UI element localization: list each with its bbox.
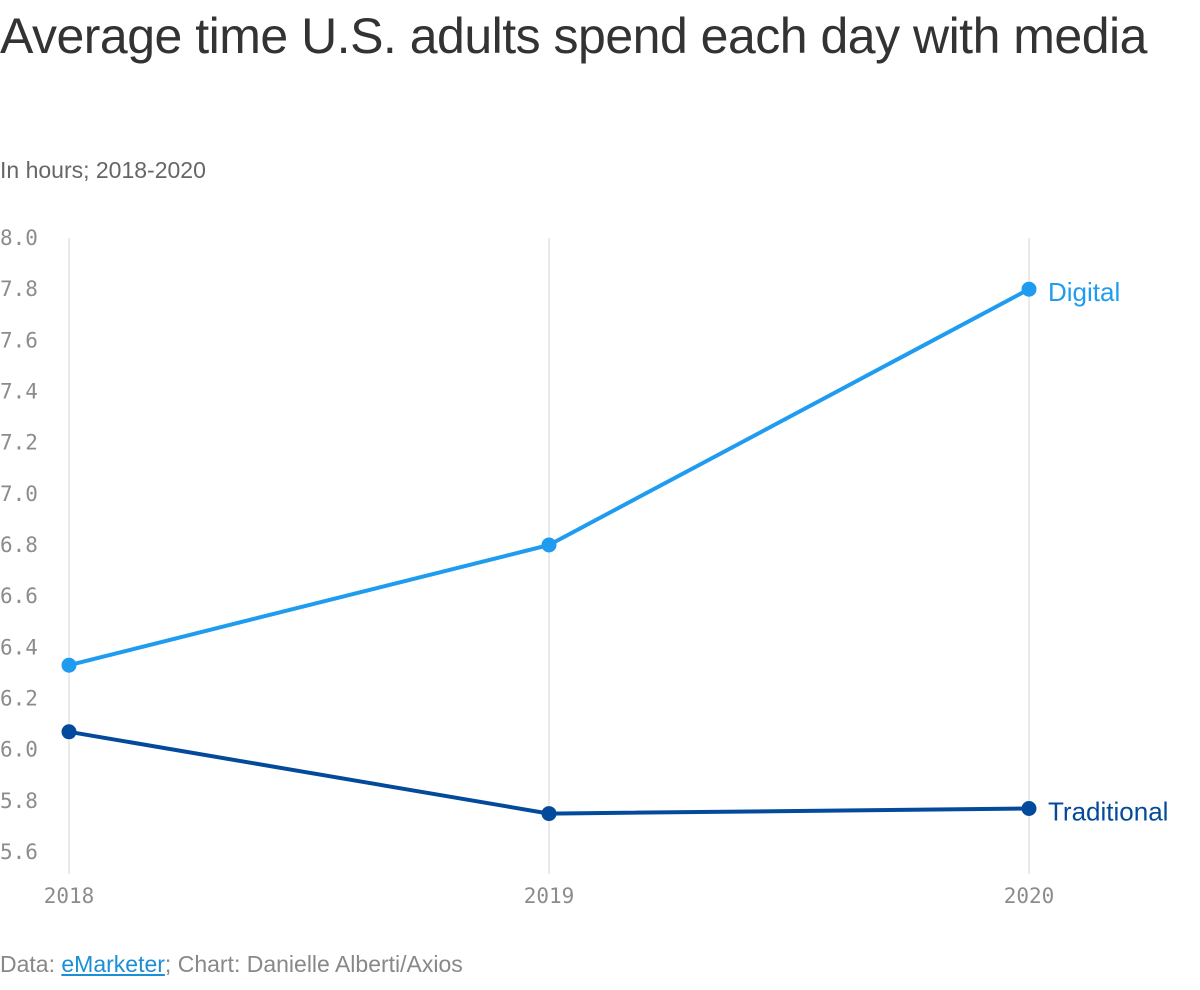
chart-subtitle: In hours; 2018-2020 bbox=[0, 157, 206, 183]
x-tick-label-2019: 2019 bbox=[524, 884, 575, 908]
data-point-traditional-2020 bbox=[1021, 801, 1037, 816]
data-point-digital-2018 bbox=[61, 657, 77, 673]
y-tick-label: 6.0 bbox=[0, 738, 38, 762]
y-tick-label: 7.6 bbox=[0, 328, 38, 352]
y-tick-label: 6.4 bbox=[0, 635, 38, 659]
y-tick-label: 8.0 bbox=[0, 226, 38, 250]
data-point-traditional-2018 bbox=[61, 724, 77, 740]
series-end-labels: Digital Traditional bbox=[1048, 277, 1168, 826]
line-chart: 8.07.87.67.47.27.06.86.66.46.26.05.85.6 … bbox=[0, 226, 1168, 908]
y-tick-label: 5.8 bbox=[0, 789, 38, 813]
y-tick-label: 6.2 bbox=[0, 687, 38, 711]
y-tick-label: 7.2 bbox=[0, 431, 38, 455]
chart-footer: Data: eMarketer; Chart: Danielle Alberti… bbox=[0, 950, 463, 978]
data-point-digital-2020 bbox=[1021, 281, 1037, 297]
y-tick-label: 7.4 bbox=[0, 380, 38, 404]
footer-separator: ; bbox=[164, 951, 178, 977]
y-tick-label: 6.6 bbox=[0, 584, 38, 608]
y-tick-label: 7.8 bbox=[0, 277, 38, 301]
grid-lines bbox=[68, 238, 1030, 874]
series-lines bbox=[61, 281, 1037, 822]
x-tick-label-2018: 2018 bbox=[44, 884, 95, 908]
source-link[interactable]: eMarketer bbox=[61, 951, 165, 977]
x-tick-label-2020: 2020 bbox=[1004, 884, 1055, 908]
chart-title: Average time U.S. adults spend each day … bbox=[0, 8, 1147, 64]
footer-credit: Chart: Danielle Alberti/Axios bbox=[177, 951, 463, 977]
data-point-digital-2019 bbox=[541, 537, 557, 553]
data-point-traditional-2019 bbox=[541, 806, 557, 822]
footer-data-prefix: Data: bbox=[0, 951, 62, 977]
y-tick-label: 7.0 bbox=[0, 482, 38, 506]
x-axis-ticks: 2018 2019 2020 bbox=[44, 884, 1055, 908]
y-axis-ticks: 8.0 7.8 7.6 7.4 7.2 7.0 6.8 6.6 6.4 6.2 6.0 5.8 5.6 bbox=[0, 226, 38, 864]
series-label-digital: Digital bbox=[1048, 277, 1120, 307]
series-label-traditional: Traditional bbox=[1048, 797, 1168, 827]
y-tick-label: 5.6 bbox=[0, 840, 38, 864]
y-tick-label: 6.8 bbox=[0, 533, 38, 557]
